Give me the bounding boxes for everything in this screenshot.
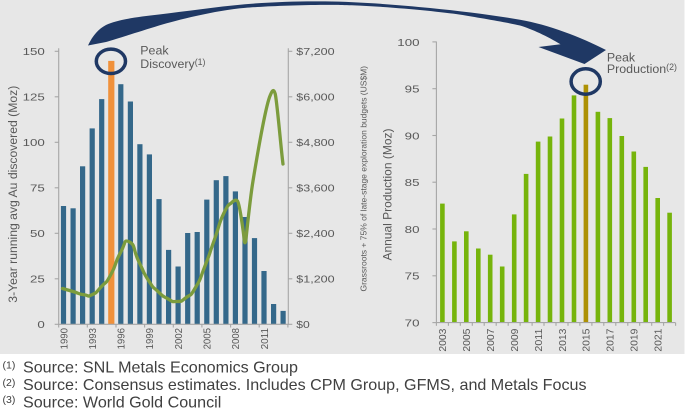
svg-text:$4,800: $4,800 (296, 138, 335, 149)
svg-text:100: 100 (23, 138, 46, 149)
svg-text:2011: 2011 (260, 328, 271, 350)
svg-text:2007: 2007 (486, 328, 497, 351)
svg-text:(2): (2) (3, 377, 16, 389)
svg-text:2008: 2008 (231, 328, 242, 350)
svg-text:75: 75 (30, 184, 45, 195)
svg-text:70: 70 (405, 319, 420, 330)
svg-text:Annual Production (Moz): Annual Production (Moz) (381, 128, 395, 260)
svg-text:(1): (1) (3, 359, 16, 371)
svg-text:95: 95 (405, 85, 420, 96)
svg-text:1996: 1996 (117, 328, 128, 350)
svg-text:Production(2): Production(2) (607, 62, 677, 76)
svg-text:2009: 2009 (510, 328, 521, 351)
svg-text:80: 80 (405, 225, 420, 236)
svg-text:$6,000: $6,000 (296, 93, 335, 104)
svg-text:75: 75 (405, 272, 420, 283)
svg-text:2002: 2002 (174, 328, 185, 350)
svg-text:1999: 1999 (145, 328, 156, 350)
svg-text:Grassroots + 75% of late-stage: Grassroots + 75% of late-stage explorati… (359, 66, 369, 292)
svg-text:125: 125 (23, 93, 46, 104)
svg-text:1990: 1990 (59, 328, 70, 350)
svg-text:$1,200: $1,200 (296, 275, 335, 286)
svg-text:(3): (3) (3, 394, 16, 406)
svg-text:2013: 2013 (558, 328, 569, 351)
svg-text:2017: 2017 (606, 328, 617, 351)
svg-text:150: 150 (23, 47, 46, 58)
svg-text:1993: 1993 (88, 328, 99, 350)
svg-text:2021: 2021 (654, 328, 665, 351)
svg-text:3-Year running avg Au discover: 3-Year running avg Au discovered (Moz) (6, 86, 20, 303)
svg-text:Peak: Peak (140, 44, 169, 58)
svg-text:100: 100 (397, 38, 420, 49)
svg-text:2005: 2005 (462, 328, 473, 351)
svg-text:Source: SNL Metals Economics G: Source: SNL Metals Economics Group (23, 359, 298, 377)
svg-text:$2,400: $2,400 (296, 229, 335, 240)
svg-text:Discovery(1): Discovery(1) (140, 57, 205, 71)
svg-text:Peak: Peak (607, 50, 636, 64)
svg-text:$3,600: $3,600 (296, 184, 335, 195)
svg-text:$0: $0 (296, 320, 310, 331)
svg-text:2019: 2019 (630, 328, 641, 351)
svg-text:25: 25 (30, 275, 45, 286)
svg-text:85: 85 (405, 178, 420, 189)
svg-text:2005: 2005 (203, 328, 214, 350)
svg-text:2003: 2003 (438, 328, 449, 351)
svg-text:90: 90 (405, 131, 420, 142)
svg-text:Source: Consensus estimates. I: Source: Consensus estimates. Includes CP… (23, 376, 587, 394)
svg-text:2011: 2011 (534, 328, 545, 351)
svg-text:50: 50 (30, 229, 45, 240)
svg-text:0: 0 (37, 320, 45, 331)
svg-text:Source: World Gold Council: Source: World Gold Council (23, 393, 221, 411)
svg-text:2015: 2015 (582, 328, 593, 351)
svg-text:$7,200: $7,200 (296, 47, 335, 58)
